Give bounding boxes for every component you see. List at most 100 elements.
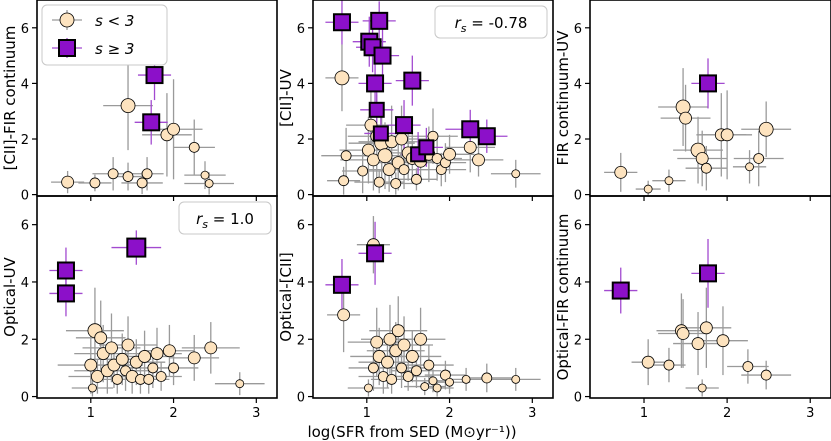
point-low-s bbox=[679, 111, 692, 125]
point-low-s bbox=[641, 355, 655, 369]
point-high-s bbox=[368, 101, 385, 118]
plot-area bbox=[604, 238, 792, 397]
y-axis-label: Optical-FIR continuum bbox=[554, 214, 572, 381]
point-high-s bbox=[56, 284, 75, 303]
point-low-s bbox=[663, 359, 675, 371]
x-tick-label: 2 bbox=[723, 406, 731, 421]
point-high-s bbox=[372, 125, 389, 142]
y-tick-label: 0 bbox=[297, 391, 305, 406]
panel-cii_uv: 0 2 4 6 [CII]-UV rs = -0.78 bbox=[277, 0, 554, 204]
point-low-s bbox=[200, 170, 210, 180]
y-tick-label: 4 bbox=[297, 77, 305, 92]
plot-area bbox=[321, 0, 541, 195]
y-tick-label: 0 bbox=[21, 391, 29, 406]
point-low-s bbox=[428, 376, 438, 386]
plot-area bbox=[51, 50, 234, 195]
annotation-text: rs = 1.0 bbox=[196, 210, 254, 231]
y-tick-label: 2 bbox=[21, 333, 29, 348]
point-low-s bbox=[105, 341, 118, 355]
point-low-s bbox=[461, 374, 471, 384]
point-low-s bbox=[423, 359, 435, 371]
y-tick-label: 6 bbox=[21, 22, 29, 37]
axes-frame bbox=[589, 195, 831, 399]
plot-area bbox=[325, 216, 541, 397]
point-high-s bbox=[477, 127, 496, 146]
x-tick-label: 3 bbox=[806, 406, 814, 421]
point-low-s bbox=[390, 178, 402, 189]
point-high-s bbox=[699, 74, 718, 93]
point-low-s bbox=[115, 352, 129, 366]
panel-opt_uv: 0 2 4 6 1 2 3 Optical-UV rs = 1.0 bbox=[1, 195, 278, 421]
annotation-text: rs = -0.78 bbox=[455, 14, 528, 35]
point-low-s bbox=[758, 121, 774, 137]
point-high-s bbox=[332, 275, 351, 294]
point-high-s bbox=[395, 116, 414, 135]
point-low-s bbox=[445, 377, 454, 387]
plot-area bbox=[604, 58, 792, 196]
y-tick-label: 0 bbox=[574, 391, 582, 406]
legend-low-marker bbox=[59, 12, 75, 28]
point-low-s bbox=[121, 338, 135, 352]
point-low-s bbox=[381, 355, 394, 369]
y-tick-label: 4 bbox=[297, 276, 305, 291]
point-low-s bbox=[88, 383, 97, 393]
point-low-s bbox=[395, 132, 408, 146]
point-low-s bbox=[614, 165, 628, 179]
point-low-s bbox=[511, 374, 521, 384]
point-high-s bbox=[418, 139, 435, 156]
point-high-s bbox=[366, 74, 385, 93]
point-low-s bbox=[163, 344, 176, 358]
x-tick-label: 2 bbox=[169, 406, 177, 421]
point-low-s bbox=[414, 332, 427, 346]
x-tick-label: 1 bbox=[640, 406, 648, 421]
panel-opt_cii: 0 2 4 6 1 2 3 Optical-[CII] bbox=[277, 195, 554, 421]
point-low-s bbox=[402, 371, 414, 382]
x-tick-label: 1 bbox=[87, 406, 95, 421]
point-low-s bbox=[136, 177, 148, 189]
point-low-s bbox=[396, 362, 407, 374]
y-axis-label: [CII]-UV bbox=[277, 68, 295, 126]
point-high-s bbox=[373, 46, 392, 65]
point-low-s bbox=[420, 382, 430, 391]
point-low-s bbox=[697, 383, 707, 393]
point-low-s bbox=[397, 338, 411, 352]
point-high-s bbox=[611, 281, 630, 300]
point-low-s bbox=[111, 373, 123, 385]
point-low-s bbox=[364, 383, 373, 393]
point-low-s bbox=[143, 373, 155, 385]
point-low-s bbox=[760, 369, 772, 381]
point-high-s bbox=[403, 71, 422, 90]
point-low-s bbox=[700, 162, 712, 174]
y-axis-label: [CII]-FIR continuum bbox=[1, 26, 19, 171]
point-low-s bbox=[337, 308, 351, 322]
point-high-s bbox=[699, 264, 718, 283]
point-low-s bbox=[334, 70, 350, 86]
y-tick-label: 6 bbox=[21, 219, 29, 234]
point-low-s bbox=[745, 162, 754, 172]
y-tick-label: 0 bbox=[574, 189, 582, 204]
point-low-s bbox=[338, 175, 350, 187]
point-low-s bbox=[370, 335, 384, 349]
y-tick-label: 6 bbox=[297, 219, 305, 234]
shared-x-label: log(SFR from SED (M⊙yr⁻¹)) bbox=[307, 423, 516, 441]
point-low-s bbox=[138, 350, 151, 363]
y-tick-label: 0 bbox=[297, 189, 305, 204]
point-low-s bbox=[675, 99, 691, 115]
point-low-s bbox=[643, 184, 653, 194]
point-low-s bbox=[84, 358, 98, 372]
point-low-s bbox=[720, 128, 734, 142]
point-high-s bbox=[366, 244, 385, 263]
point-low-s bbox=[716, 334, 730, 348]
point-low-s bbox=[91, 370, 104, 383]
point-low-s bbox=[357, 165, 369, 177]
point-low-s bbox=[440, 369, 451, 381]
x-tick-label: 2 bbox=[445, 406, 453, 421]
point-low-s bbox=[377, 148, 393, 164]
point-low-s bbox=[411, 173, 422, 185]
point-high-s bbox=[56, 261, 75, 280]
y-tick-label: 4 bbox=[574, 276, 582, 291]
point-low-s bbox=[94, 331, 108, 345]
y-tick-label: 4 bbox=[21, 77, 29, 92]
point-low-s bbox=[391, 324, 405, 338]
